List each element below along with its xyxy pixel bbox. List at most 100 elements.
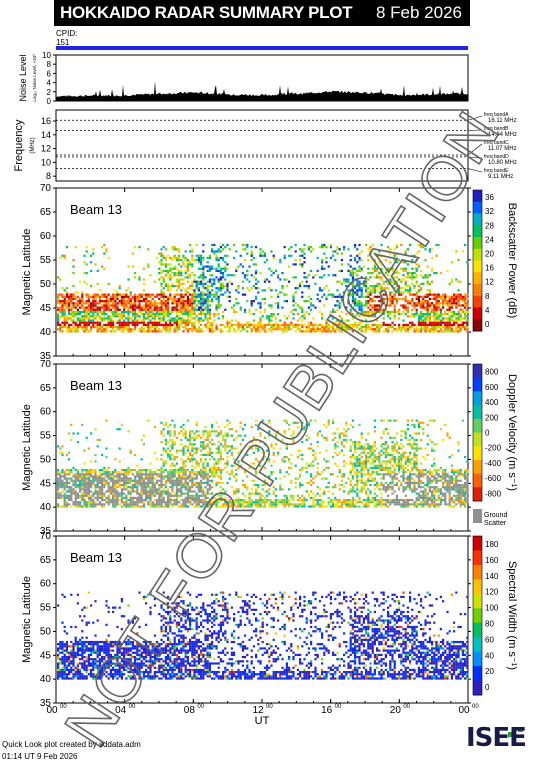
colorbar-segment: [473, 248, 482, 261]
lat-tick-label: 65: [40, 207, 52, 218]
colorbar-segment: [473, 405, 482, 420]
lat-tick-label: 35: [40, 698, 52, 709]
frequency-panel-frame: [55, 109, 469, 182]
colorbar-tick-label: 20: [485, 667, 494, 676]
colorbar-tick-label: 24: [485, 235, 494, 244]
frequency-tick-label: 10: [41, 157, 51, 167]
colorbar-tick-label: 140: [485, 572, 499, 581]
ut-tick-sup: 00: [60, 704, 67, 710]
colorbar-segment: [473, 284, 482, 297]
ut-tick-label: 00: [458, 705, 470, 716]
lat-tick-label: 55: [40, 603, 52, 614]
lat-tick-label: 65: [40, 555, 52, 566]
panel-velocity-cbar-label: Doppler Velocity (m s⁻¹): [506, 374, 518, 491]
colorbar-segment: [473, 446, 482, 461]
colorbar-segment: [473, 307, 482, 320]
colorbar-tick-label: 80: [485, 619, 494, 628]
colorbar-tick-label: 12: [485, 278, 494, 287]
colorbar-segment: [473, 237, 482, 250]
frequency-band-value: 11.07 MHz: [488, 146, 517, 152]
isee-logo-text: ISEE: [466, 723, 527, 753]
colorbar-tick-label: -800: [485, 489, 502, 498]
colorbar-segment: [473, 487, 482, 502]
plot-header: HOKKAIDO RADAR SUMMARY PLOT 8 Feb 2026: [54, 0, 470, 26]
footer-timestamp: 01:14 UT 9 Feb 2026: [2, 752, 78, 761]
colorbar-tick-label: 32: [485, 207, 494, 216]
colorbar-tick-label: 800: [485, 368, 499, 377]
colorbar-segment: [473, 593, 482, 609]
noise-series: [56, 81, 468, 101]
colorbar-tick-label: 40: [485, 651, 494, 660]
colorbar-frame: [472, 363, 483, 502]
lat-tick-label: 70: [40, 359, 52, 370]
colorbar-segment: [473, 536, 482, 551]
colorbar-frame: [472, 535, 483, 696]
frequency-ylabel: Frequency: [13, 119, 25, 171]
frequency-unit: (MHz): [30, 137, 36, 153]
cpid-bar: [56, 46, 468, 50]
lat-tick-label: 60: [40, 231, 52, 242]
ut-tick-label: 04: [115, 705, 127, 716]
colorbar-segment: [473, 319, 482, 332]
colorbar-segment: [473, 225, 482, 238]
plot-title: HOKKAIDO RADAR SUMMARY PLOT: [60, 3, 353, 22]
colorbar-segment: [473, 666, 482, 682]
ut-tick-label: 12: [252, 705, 264, 716]
ground-scatter-label-2: Scatter: [484, 520, 507, 527]
colorbar-frame: [472, 189, 483, 332]
frequency-band-name: freq bandA: [484, 112, 509, 118]
frequency-band-pointer: [467, 115, 483, 121]
colorbar-segment: [473, 579, 482, 595]
noise-tick-label: 2: [47, 88, 52, 97]
plot-date: 8 Feb 2026: [375, 3, 462, 22]
frequency-tick-label: 14: [41, 130, 51, 140]
colorbar-segment: [473, 473, 482, 488]
colorbar-tick-label: 28: [485, 221, 494, 230]
ut-tick-sup: 00: [266, 704, 273, 710]
colorbar-tick-label: 0: [485, 320, 490, 329]
colorbar-segment: [473, 391, 482, 406]
frequency-band-name: freq bandE: [484, 168, 509, 174]
lat-tick-label: 60: [40, 407, 52, 418]
ut-tick-label: 00: [46, 705, 58, 716]
lat-tick-label: 55: [40, 431, 52, 442]
ut-tick-label: 08: [184, 705, 196, 716]
frequency-band-pointer: [467, 168, 483, 173]
colorbar-segment: [473, 418, 482, 433]
colorbar-segment: [473, 432, 482, 447]
colorbar-segment: [473, 260, 482, 273]
colorbar-tick-label: 20: [485, 249, 494, 258]
colorbar-tick-label: 400: [485, 398, 499, 407]
frequency-tick-label: 16: [41, 116, 51, 126]
colorbar-tick-label: 600: [485, 383, 499, 392]
lat-tick-label: 70: [40, 531, 52, 542]
footer-created-by: Quick Look plot created by sddata.adm: [2, 740, 141, 749]
panel-velocity-ylabel: Magnetic Latitude: [21, 404, 33, 491]
lat-tick-label: 45: [40, 478, 52, 489]
colorbar-segment: [473, 608, 482, 624]
ut-axis-label: UT: [255, 715, 270, 727]
colorbar-segment: [473, 459, 482, 475]
noise-ylabel: Noise Level: [18, 54, 28, 101]
ground-scatter-swatch: [473, 509, 482, 523]
colorbar-segment: [473, 564, 482, 580]
frequency-band-value: 14.64 MHz: [488, 132, 517, 138]
colorbar-tick-label: -200: [485, 444, 502, 453]
colorbar-tick-label: 8: [485, 292, 490, 301]
lat-tick-label: 55: [40, 255, 52, 266]
colorbar-tick-label: 180: [485, 540, 499, 549]
noise-tick-label: 10: [42, 51, 51, 60]
panel-velocity-beam-label: Beam 13: [70, 378, 122, 393]
lat-tick-label: 50: [40, 454, 52, 465]
noise-tick-label: 0: [47, 97, 52, 106]
colorbar-segment: [473, 201, 482, 214]
lat-tick-label: 50: [40, 279, 52, 290]
colorbar-tick-label: 100: [485, 604, 499, 613]
ut-tick-sup: 00: [335, 704, 342, 710]
colorbar-tick-label: 0: [485, 683, 490, 692]
ut-tick-sup: 00: [472, 704, 479, 710]
panel-width-beam-label: Beam 13: [70, 550, 122, 565]
isee-logo-mark: [508, 727, 523, 737]
ut-tick-label: 20: [390, 705, 402, 716]
